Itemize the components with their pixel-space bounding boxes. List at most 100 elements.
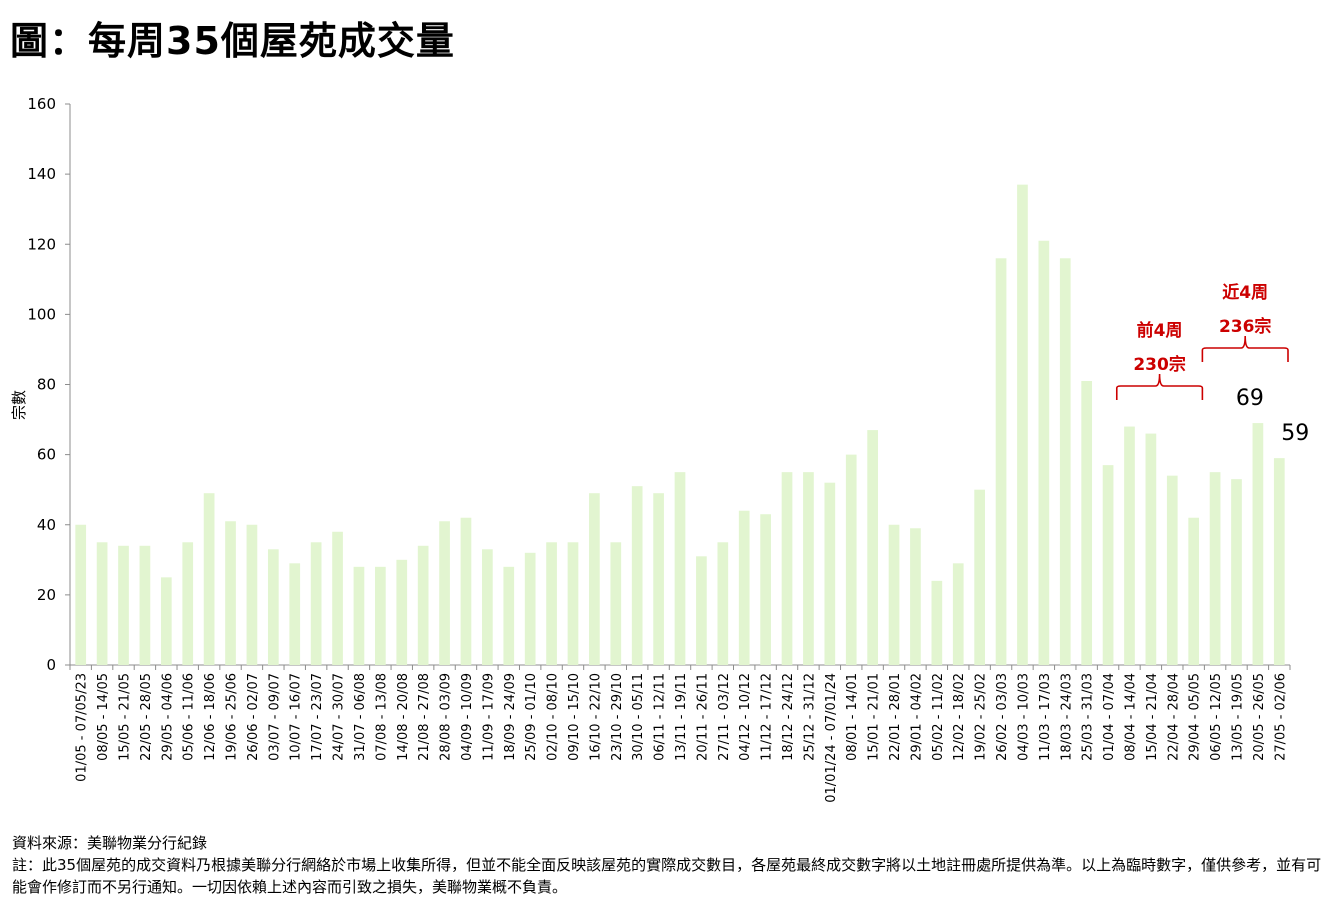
x-tick-label: 21/08 - 27/08 [417, 673, 432, 761]
x-tick-label: 22/01 - 28/01 [888, 673, 903, 761]
bar [203, 493, 215, 665]
bar [1059, 258, 1071, 665]
x-tick-label: 25/03 - 31/03 [1081, 673, 1096, 761]
disclaimer-note: 註：此35個屋苑的成交資料乃根據美聯分行網絡於市場上收集所得，但並不能全面反映該… [12, 856, 1322, 896]
bar [995, 258, 1007, 665]
x-tick-label: 08/01 - 14/01 [845, 673, 860, 761]
x-tick-label: 25/09 - 01/10 [524, 673, 539, 761]
x-tick-label: 31/07 - 06/08 [353, 673, 368, 761]
bar [396, 559, 408, 665]
bar [503, 566, 515, 665]
x-tick-label: 27/11 - 03/12 [717, 673, 732, 761]
y-tick-label: 120 [27, 235, 56, 253]
x-tick-label: 04/03 - 10/03 [1016, 673, 1031, 761]
x-tick-label: 09/10 - 15/10 [567, 673, 582, 761]
x-tick-label: 29/04 - 05/05 [1188, 673, 1203, 761]
bar [225, 521, 236, 665]
y-tick-label: 100 [27, 305, 56, 323]
annotation-label: 前4周 [1137, 320, 1183, 341]
x-tick-label: 01/01/24 - 07/01/24 [824, 673, 839, 803]
bar [974, 489, 985, 665]
x-tick-label: 04/12 - 10/12 [738, 673, 753, 761]
bar [139, 545, 151, 665]
x-tick-label: 25/12 - 31/12 [802, 673, 817, 761]
bar [482, 549, 493, 665]
x-tick-label: 06/11 - 12/11 [653, 673, 668, 761]
annotation-value: 230宗 [1133, 354, 1186, 375]
annotation-label: 近4周 [1222, 282, 1268, 303]
bar [524, 552, 536, 665]
bar [696, 556, 707, 665]
x-tick-label: 11/03 - 17/03 [1038, 673, 1053, 761]
bar [888, 524, 900, 665]
data-label: 59 [1281, 421, 1309, 446]
bar [803, 472, 814, 665]
source-note: 資料來源：美聯物業分行紀錄 [12, 834, 208, 852]
x-tick-label: 19/06 - 25/06 [225, 673, 240, 761]
x-tick-label: 15/05 - 21/05 [118, 673, 133, 761]
x-tick-label: 01/04 - 07/04 [1102, 673, 1117, 761]
bar [845, 454, 857, 665]
x-tick-label: 20/05 - 26/05 [1252, 673, 1267, 761]
bar [1124, 426, 1135, 665]
bar [75, 524, 87, 665]
x-tick-label: 29/05 - 04/06 [160, 673, 175, 761]
bar [738, 510, 750, 665]
bar [182, 542, 194, 665]
x-tick-label: 26/06 - 02/07 [246, 673, 261, 761]
bracket-annotation [1201, 335, 1289, 362]
x-tick-label: 12/02 - 18/02 [952, 673, 967, 761]
y-tick-label: 80 [37, 376, 56, 394]
bar [589, 493, 600, 665]
bar [760, 514, 771, 665]
x-tick-label: 03/07 - 09/07 [267, 673, 282, 761]
x-tick-label: 18/12 - 24/12 [781, 673, 796, 761]
bar [417, 545, 429, 665]
x-tick-label: 08/04 - 14/04 [1123, 673, 1138, 761]
x-tick-label: 17/07 - 23/07 [310, 673, 325, 761]
bar [118, 545, 129, 665]
x-tick-label: 04/09 - 10/09 [460, 673, 475, 761]
bar [246, 524, 258, 665]
x-tick-label: 23/10 - 29/10 [610, 673, 625, 761]
bar [1252, 423, 1264, 665]
bar [952, 563, 964, 665]
bar [267, 549, 279, 665]
bar [353, 566, 365, 665]
bar [674, 472, 686, 665]
bar [460, 517, 472, 665]
bar [310, 542, 322, 665]
y-tick-label: 20 [37, 586, 56, 604]
x-tick-label: 08/05 - 14/05 [96, 673, 111, 761]
bar [610, 542, 622, 665]
x-tick-label: 16/10 - 22/10 [588, 673, 603, 761]
x-tick-label: 11/12 - 17/12 [760, 673, 775, 761]
y-tick-label: 160 [27, 95, 56, 113]
y-axis-label: 宗數 [10, 390, 28, 420]
bar [824, 482, 836, 665]
bar [96, 542, 108, 665]
y-tick-label: 40 [37, 516, 56, 534]
x-tick-label: 13/05 - 19/05 [1230, 673, 1245, 761]
x-tick-label: 05/06 - 11/06 [182, 673, 197, 761]
x-tick-label: 11/09 - 17/09 [481, 673, 496, 761]
bar [1081, 380, 1093, 665]
bar [1209, 472, 1221, 665]
bar [160, 577, 172, 665]
x-tick-label: 02/10 - 08/10 [546, 673, 561, 761]
x-tick-label: 24/07 - 30/07 [332, 673, 347, 761]
x-tick-label: 30/10 - 05/11 [631, 673, 646, 761]
bar [1038, 240, 1050, 665]
bar [1273, 458, 1285, 665]
x-tick-label: 20/11 - 26/11 [695, 673, 710, 761]
bar [1231, 479, 1242, 665]
bracket-annotation [1115, 373, 1204, 400]
x-tick-label: 15/01 - 21/01 [867, 673, 882, 761]
x-tick-label: 01/05 - 07/05/23 [75, 673, 90, 782]
bar [439, 521, 450, 665]
bar [1166, 475, 1178, 665]
bar [1102, 465, 1114, 665]
x-tick-label: 13/11 - 19/11 [674, 673, 689, 761]
x-tick-label: 18/09 - 24/09 [503, 673, 518, 761]
bar [1017, 184, 1028, 666]
